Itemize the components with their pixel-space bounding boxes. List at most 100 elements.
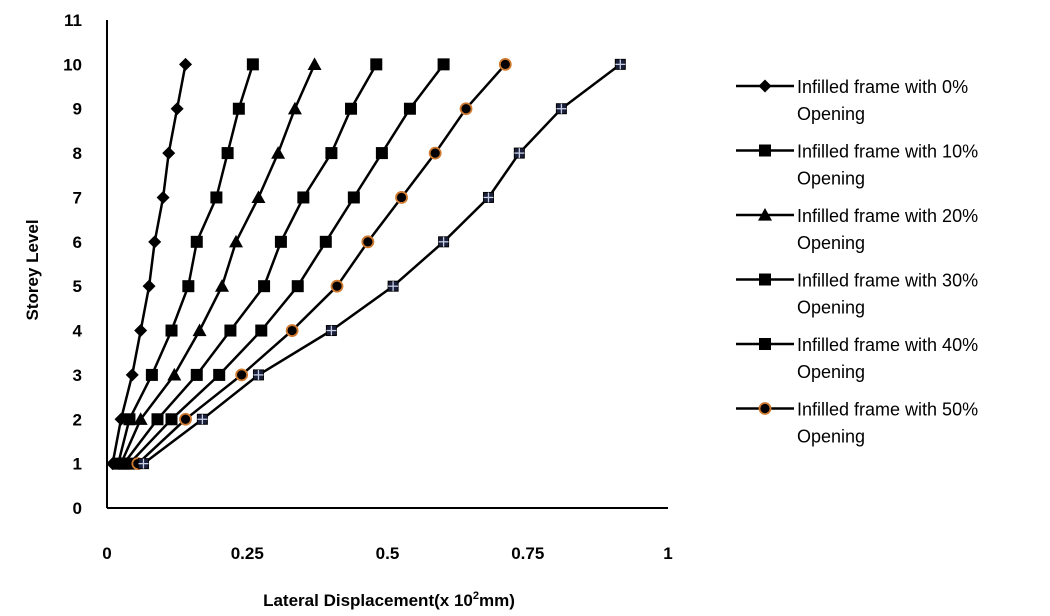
legend-marker (759, 273, 771, 286)
y-tick-label: 8 (73, 144, 82, 163)
data-point (165, 413, 178, 426)
data-point (215, 279, 230, 292)
x-tick-labels: 0 0.25 0.5 0.75 1 (102, 544, 672, 563)
data-point (151, 413, 164, 426)
data-point (232, 102, 245, 115)
data-point (428, 146, 442, 160)
legend-label: Infilled frame with 20% (797, 206, 978, 226)
legend-marker (759, 144, 771, 157)
data-point (325, 147, 338, 160)
data-point (251, 190, 266, 204)
data-point (179, 412, 192, 426)
series-line (128, 63, 445, 465)
y-tick-labels: 0 1 2 3 4 5 6 7 8 9 10 11 (63, 11, 82, 518)
data-point (482, 191, 494, 203)
y-tick-label: 5 (73, 277, 82, 296)
data-point (170, 102, 184, 116)
axes (106, 20, 668, 509)
data-point (255, 324, 268, 337)
data-point (142, 279, 156, 293)
x-axis-title-sup: 2 (473, 590, 479, 602)
data-point (287, 101, 302, 115)
data-point (307, 57, 322, 70)
data-point (196, 413, 208, 425)
data-point (229, 234, 244, 248)
data-point (370, 58, 383, 71)
y-tick-label: 3 (73, 366, 82, 385)
data-point (438, 236, 450, 248)
legend-item: Infilled frame with 20% Opening (736, 206, 978, 253)
data-point (235, 368, 249, 382)
x-tick-label: 0.25 (231, 544, 264, 563)
data-point (375, 147, 388, 160)
x-tick-label: 0 (102, 544, 111, 563)
data-point (403, 102, 416, 115)
legend-label: Opening (797, 233, 865, 253)
x-axis-title-main: Lateral Displacement(x 10 (263, 591, 473, 610)
data-point (210, 191, 223, 204)
data-point (165, 324, 178, 337)
data-point (347, 191, 360, 204)
legend-marker (758, 402, 772, 415)
series-line (116, 64, 255, 464)
data-point (285, 324, 299, 337)
data-point (137, 458, 149, 470)
data-point (192, 323, 207, 337)
y-tick-label: 2 (73, 410, 82, 429)
data-point (134, 324, 148, 338)
legend-marker (758, 79, 772, 93)
data-point (498, 57, 512, 71)
legend-item: Infilled frame with 50% Opening (736, 400, 978, 447)
data-point (179, 57, 193, 71)
series-5 (123, 58, 450, 470)
y-tick-label: 0 (73, 499, 82, 518)
data-point (182, 280, 195, 293)
data-point (252, 369, 264, 381)
data-point (213, 368, 226, 381)
data-point (614, 58, 626, 70)
legend-label: Infilled frame with 50% (797, 400, 978, 420)
data-point (387, 280, 399, 292)
legend-label: Opening (797, 362, 865, 382)
legend-item: Infilled frame with 40% Opening (736, 335, 978, 382)
legend-marker (759, 338, 771, 350)
series-4 (117, 58, 383, 470)
series-line (122, 63, 378, 465)
data-point (459, 102, 473, 116)
x-tick-label: 1 (663, 544, 672, 563)
x-axis-title: Lateral Displacement(x 102mm) (263, 590, 515, 610)
data-point (395, 191, 408, 204)
data-point (319, 235, 332, 248)
legend-item: Infilled frame with 30% Opening (736, 271, 978, 318)
legend-label: Opening (797, 298, 865, 318)
data-point (258, 280, 271, 293)
legend-label: Opening (797, 104, 865, 124)
data-point (345, 102, 358, 115)
data-point (297, 191, 310, 204)
y-tick-label: 11 (64, 11, 82, 30)
data-point (555, 103, 567, 115)
x-tick-label: 0.5 (376, 544, 400, 563)
y-tick-label: 1 (73, 455, 82, 474)
y-axis-title: Storey Level (23, 219, 42, 320)
series-2 (112, 58, 259, 470)
data-point (271, 146, 286, 159)
legend-label: Infilled frame with 10% (797, 142, 978, 162)
y-tick-label: 7 (73, 188, 82, 207)
legend-item: Infilled frame with 10% Opening (736, 142, 978, 189)
y-tick-label: 6 (73, 233, 82, 252)
data-point (274, 235, 287, 248)
data-point (145, 368, 158, 381)
data-point (125, 368, 139, 382)
data-point (361, 235, 375, 249)
legend-label: Infilled frame with 40% (797, 335, 978, 355)
legend-item: Infilled frame with 0% Opening (736, 77, 968, 124)
data-point (246, 58, 259, 71)
x-tick-label: 0.75 (511, 544, 544, 563)
data-point (167, 367, 182, 381)
data-point (221, 147, 234, 160)
y-tick-label: 10 (63, 55, 82, 74)
legend-label: Opening (797, 427, 865, 447)
legend-label: Infilled frame with 0% (797, 77, 968, 97)
